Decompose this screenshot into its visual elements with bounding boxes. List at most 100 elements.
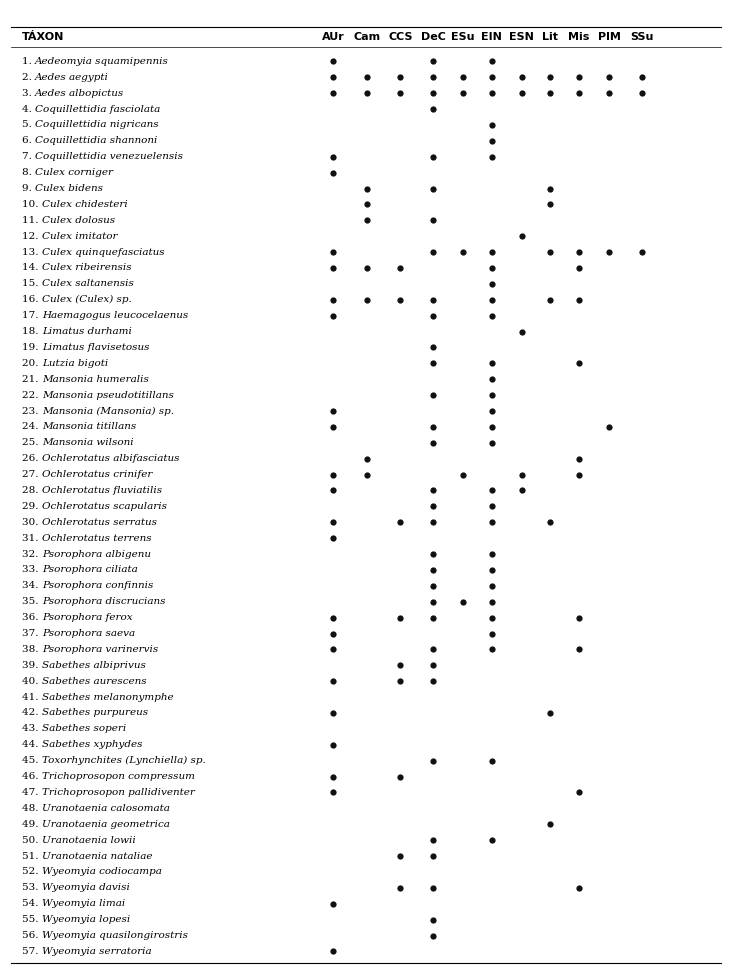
Text: 24.: 24. (22, 422, 42, 431)
Text: 36.: 36. (22, 613, 42, 622)
Text: Sabethes xyphydes: Sabethes xyphydes (42, 740, 142, 750)
Text: Uranotaenia lowii: Uranotaenia lowii (42, 836, 135, 845)
Text: Culex imitator: Culex imitator (42, 232, 117, 241)
Text: 54.: 54. (22, 899, 42, 908)
Text: Uranotaenia geometrica: Uranotaenia geometrica (42, 820, 170, 829)
Text: Limatus durhami: Limatus durhami (42, 327, 132, 336)
Text: 44.: 44. (22, 740, 42, 750)
Text: 31.: 31. (22, 534, 42, 543)
Text: 13.: 13. (22, 248, 42, 256)
Text: Wyeomyia lopesi: Wyeomyia lopesi (42, 915, 130, 924)
Text: Wyeomyia serratoria: Wyeomyia serratoria (42, 947, 152, 955)
Text: Wyeomyia codiocampa: Wyeomyia codiocampa (42, 867, 162, 877)
Text: 48.: 48. (22, 804, 42, 813)
Text: 52.: 52. (22, 867, 42, 877)
Text: 34.: 34. (22, 582, 42, 590)
Text: EIN: EIN (482, 32, 502, 42)
Text: Psorophora ciliata: Psorophora ciliata (42, 565, 138, 575)
Text: Aedes albopictus: Aedes albopictus (35, 88, 124, 98)
Text: Trichoprosopon compressum: Trichoprosopon compressum (42, 772, 195, 781)
Text: 20.: 20. (22, 359, 42, 368)
Text: Mansonia titillans: Mansonia titillans (42, 422, 136, 431)
Text: Sabethes soperi: Sabethes soperi (42, 724, 126, 733)
Text: Limatus flavisetosus: Limatus flavisetosus (42, 343, 149, 352)
Text: Sabethes albiprivus: Sabethes albiprivus (42, 661, 146, 670)
Text: 4.: 4. (22, 105, 35, 114)
Text: 1.: 1. (22, 57, 35, 66)
Text: Ochlerotatus crinifer: Ochlerotatus crinifer (42, 470, 152, 479)
Text: Psorophora saeva: Psorophora saeva (42, 629, 135, 638)
Text: Culex chidesteri: Culex chidesteri (42, 200, 127, 209)
Text: CCS: CCS (388, 32, 413, 42)
Text: Ochlerotatus terrens: Ochlerotatus terrens (42, 534, 152, 543)
Text: 11.: 11. (22, 216, 42, 225)
Text: Wyeomyia limai: Wyeomyia limai (42, 899, 125, 908)
Text: Wyeomyia quasilongirostris: Wyeomyia quasilongirostris (42, 931, 187, 940)
Text: Sabethes aurescens: Sabethes aurescens (42, 677, 146, 686)
Text: 2.: 2. (22, 73, 35, 82)
Text: Aedes aegypti: Aedes aegypti (35, 73, 109, 82)
Text: 46.: 46. (22, 772, 42, 781)
Text: 55.: 55. (22, 915, 42, 924)
Text: Coquillettidia fasciolata: Coquillettidia fasciolata (35, 105, 160, 114)
Text: Psorophora discrucians: Psorophora discrucians (42, 597, 165, 606)
Text: 21.: 21. (22, 375, 42, 384)
Text: 6.: 6. (22, 136, 35, 146)
Text: Coquillettidia venezuelensis: Coquillettidia venezuelensis (35, 152, 183, 161)
Text: 15.: 15. (22, 280, 42, 288)
Text: 3.: 3. (22, 88, 35, 98)
Text: 27.: 27. (22, 470, 42, 479)
Text: Aedeomyia squamipennis: Aedeomyia squamipennis (35, 57, 169, 66)
Text: DeC: DeC (421, 32, 446, 42)
Text: 38.: 38. (22, 645, 42, 653)
Text: 26.: 26. (22, 454, 42, 463)
Text: 30.: 30. (22, 518, 42, 527)
Text: Culex saltanensis: Culex saltanensis (42, 280, 133, 288)
Text: Mansonia (Mansonia) sp.: Mansonia (Mansonia) sp. (42, 407, 173, 416)
Text: Haemagogus leucocelaenus: Haemagogus leucocelaenus (42, 311, 188, 320)
Text: 40.: 40. (22, 677, 42, 686)
Text: 10.: 10. (22, 200, 42, 209)
Text: SSu: SSu (630, 32, 654, 42)
Text: Sabethes purpureus: Sabethes purpureus (42, 709, 148, 718)
Text: Toxorhynchites (Lynchiella) sp.: Toxorhynchites (Lynchiella) sp. (42, 756, 206, 765)
Text: 32.: 32. (22, 550, 42, 558)
Text: Ochlerotatus scapularis: Ochlerotatus scapularis (42, 502, 167, 511)
Text: Psorophora confinnis: Psorophora confinnis (42, 582, 153, 590)
Text: PlM: PlM (597, 32, 621, 42)
Text: Wyeomyia davisi: Wyeomyia davisi (42, 884, 130, 892)
Text: 43.: 43. (22, 724, 42, 733)
Text: ESu: ESu (451, 32, 474, 42)
Text: 9.: 9. (22, 184, 35, 193)
Text: Psorophora ferox: Psorophora ferox (42, 613, 132, 622)
Text: 12.: 12. (22, 232, 42, 241)
Text: 19.: 19. (22, 343, 42, 352)
Text: Ochlerotatus fluviatilis: Ochlerotatus fluviatilis (42, 486, 162, 495)
Text: 28.: 28. (22, 486, 42, 495)
Text: Mansonia wilsoni: Mansonia wilsoni (42, 438, 133, 448)
Text: Mansonia humeralis: Mansonia humeralis (42, 375, 149, 384)
Text: 41.: 41. (22, 692, 42, 702)
Text: 14.: 14. (22, 263, 42, 273)
Text: Uranotaenia calosomata: Uranotaenia calosomata (42, 804, 170, 813)
Text: 25.: 25. (22, 438, 42, 448)
Text: Psorophora albigenu: Psorophora albigenu (42, 550, 151, 558)
Text: Culex (Culex) sp.: Culex (Culex) sp. (42, 295, 132, 304)
Text: Ochlerotatus albifasciatus: Ochlerotatus albifasciatus (42, 454, 179, 463)
Text: Mis: Mis (568, 32, 590, 42)
Text: 17.: 17. (22, 311, 42, 320)
Text: TÁXON: TÁXON (22, 32, 64, 42)
Text: 22.: 22. (22, 390, 42, 400)
Text: Culex dolosus: Culex dolosus (42, 216, 115, 225)
Text: Mansonia pseudotitillans: Mansonia pseudotitillans (42, 390, 173, 400)
Text: Cam: Cam (354, 32, 381, 42)
Text: Trichoprosopon pallidiventer: Trichoprosopon pallidiventer (42, 787, 195, 797)
Text: 56.: 56. (22, 931, 42, 940)
Text: Uranotaenia nataliae: Uranotaenia nataliae (42, 852, 152, 860)
Text: 29.: 29. (22, 502, 42, 511)
Text: Psorophora varinervis: Psorophora varinervis (42, 645, 158, 653)
Text: 42.: 42. (22, 709, 42, 718)
Text: 45.: 45. (22, 756, 42, 765)
Text: 5.: 5. (22, 120, 35, 129)
Text: ESN: ESN (509, 32, 534, 42)
